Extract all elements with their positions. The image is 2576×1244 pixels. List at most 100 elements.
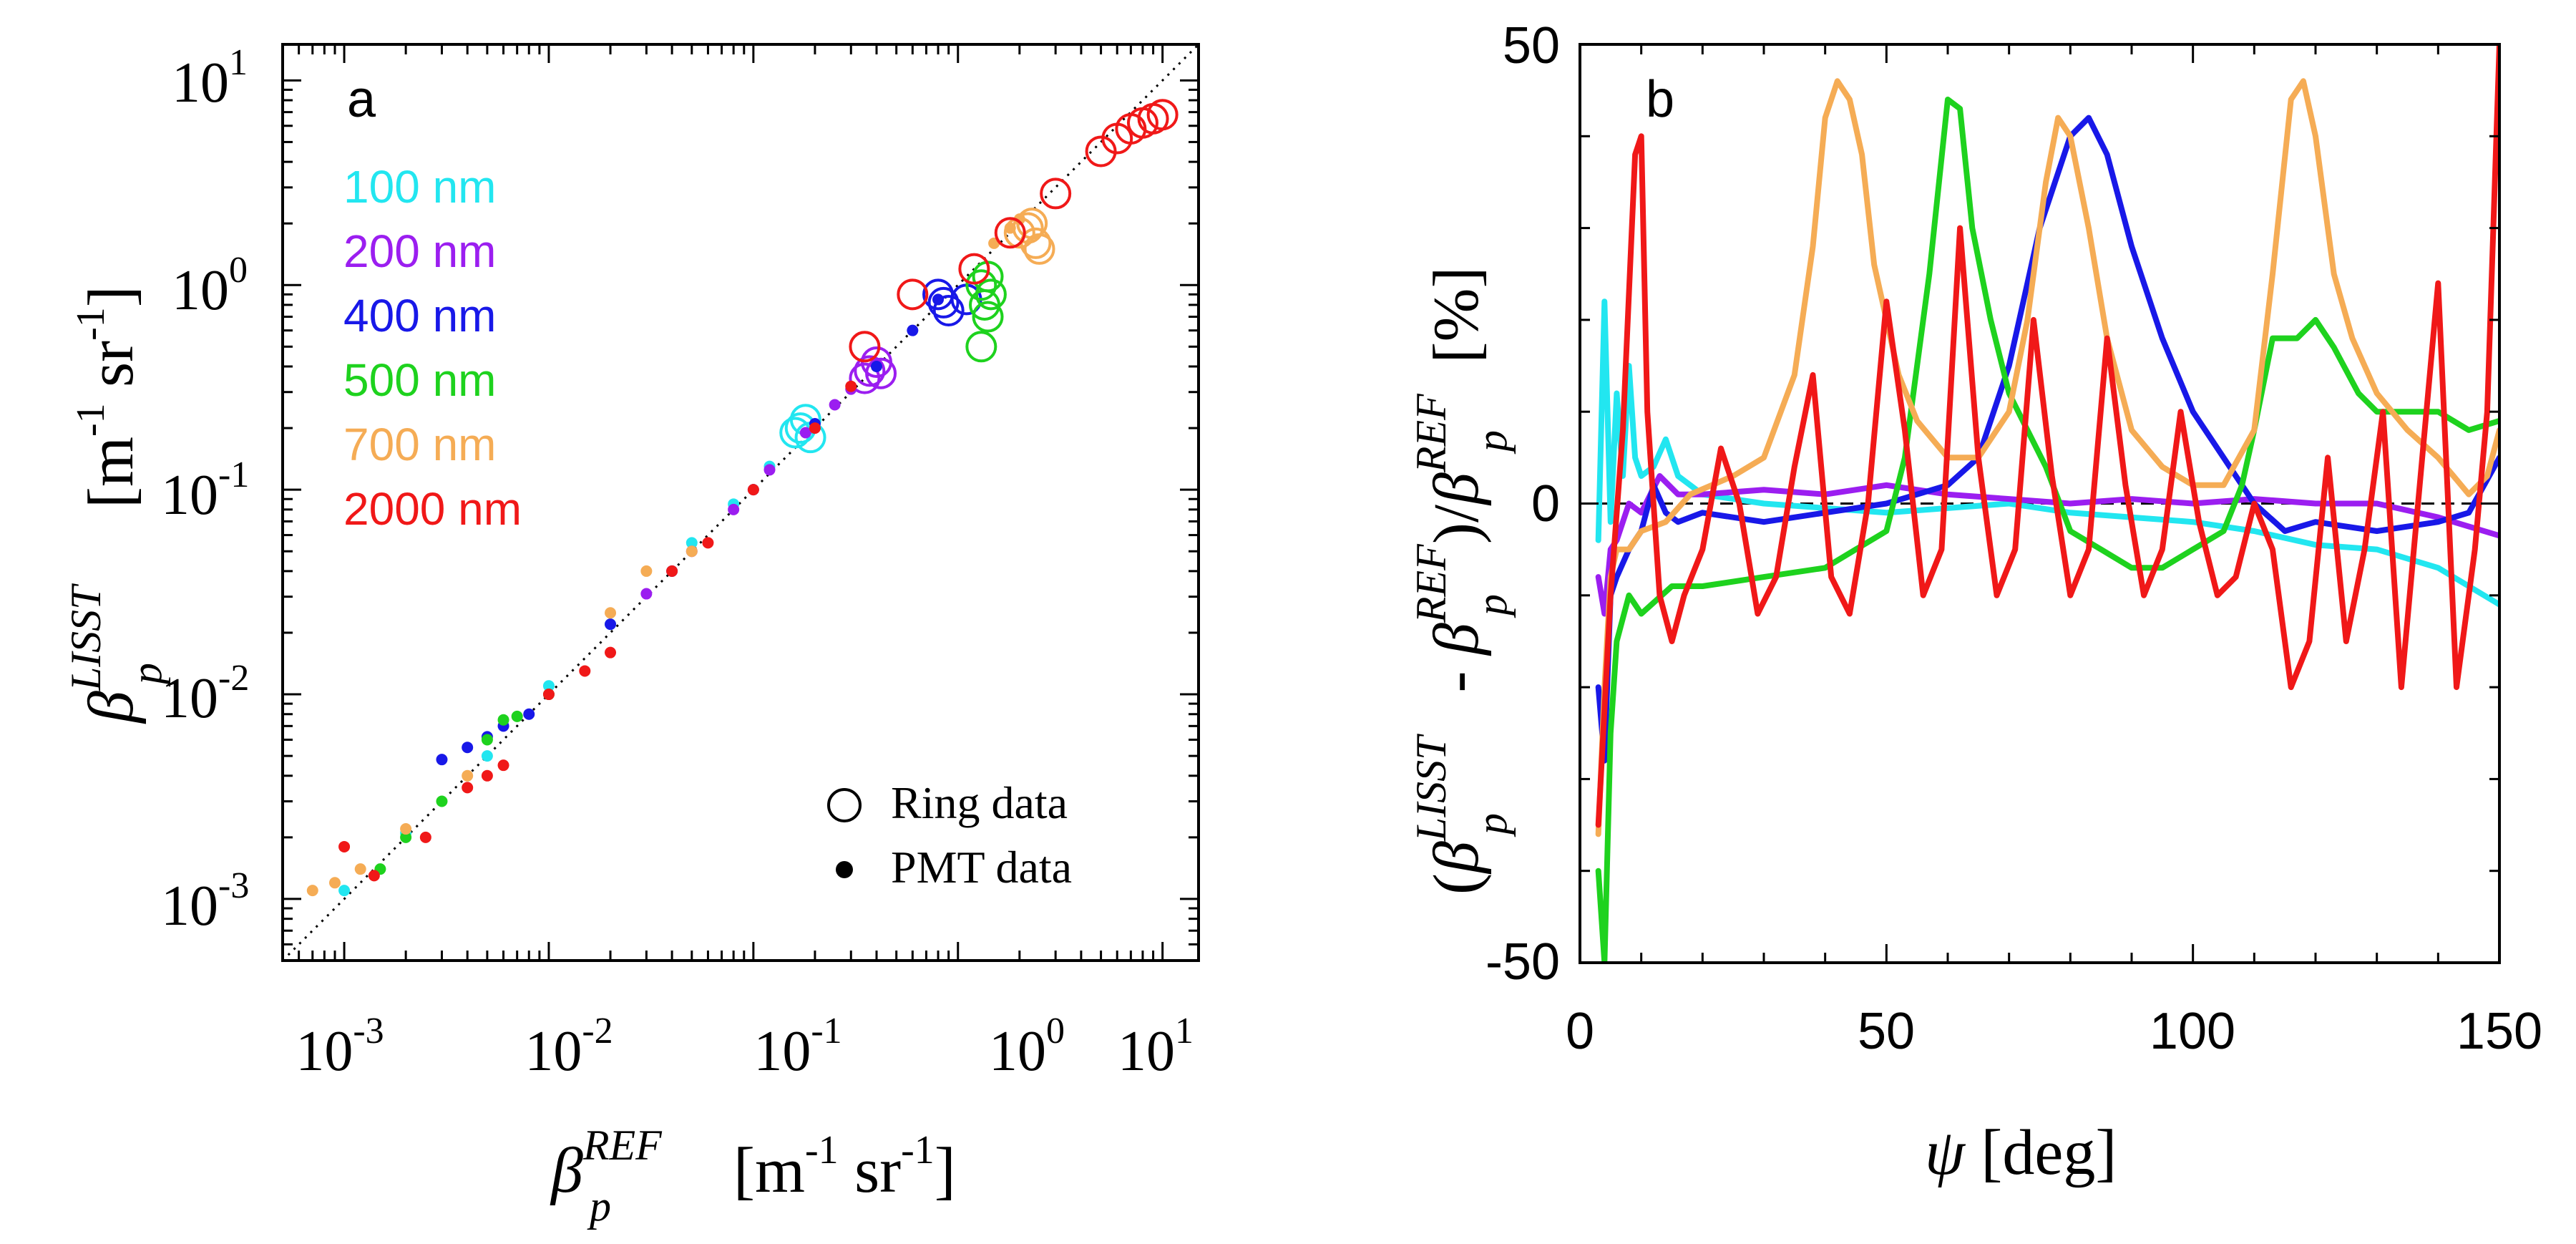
- pmt-point: [400, 823, 412, 835]
- x-tick-label: 150: [2457, 1003, 2542, 1060]
- pmt-point: [306, 885, 318, 897]
- ring-point: [1040, 178, 1072, 210]
- x-tick-label: 0: [1566, 1003, 1594, 1060]
- panel-a-y-axis-label: βLISST p[m-1 sr-1]: [62, 286, 170, 724]
- pmt-point: [462, 782, 474, 794]
- ring-point: [965, 269, 997, 301]
- pmt-point: [368, 870, 380, 882]
- y-tick-label: 10-1: [161, 455, 249, 527]
- panel-a-ticks: [281, 44, 1199, 962]
- ring-point: [965, 331, 997, 363]
- pmt-point: [907, 324, 919, 336]
- ring-point: [897, 278, 929, 311]
- y-tick-label: 50: [1503, 17, 1560, 74]
- x-tick-label: 10-2: [525, 1011, 613, 1083]
- pmt-point: [338, 885, 351, 897]
- pmt-point: [436, 795, 448, 807]
- line-500nm: [1595, 97, 2499, 963]
- pmt-point: [328, 877, 341, 889]
- ring-data-label: Ring data: [891, 777, 1068, 828]
- pmt-point: [640, 565, 653, 577]
- pmt-point: [686, 545, 698, 558]
- pmt-point: [605, 618, 617, 631]
- panel-a-label: a: [347, 71, 376, 128]
- pmt-data-label: PMT data: [891, 842, 1072, 893]
- pmt-point: [497, 759, 509, 772]
- series-700nm: [306, 208, 1055, 897]
- panel-b-y-axis-label: (βLISST p - βREF p)/βREF p [%]: [1407, 267, 1516, 895]
- pmt-point: [640, 588, 653, 600]
- y-tick-label: 101: [172, 42, 248, 115]
- ring-point: [854, 355, 886, 387]
- series-100nm: [338, 404, 826, 897]
- ring-point: [927, 286, 960, 319]
- pmt-point: [799, 427, 811, 439]
- pmt-marker-icon: [836, 861, 853, 878]
- panel-b-x-tick-labels: 0 50 100 150: [1566, 1003, 2542, 1060]
- pmt-point: [702, 537, 714, 549]
- series-2000nm: [338, 99, 1179, 882]
- x-tick-label: 50: [1858, 1003, 1915, 1060]
- panel-a-legend: 100 nm 200 nm 400 nm 500 nm 700 nm 2000 …: [343, 161, 522, 535]
- ring-point: [849, 362, 881, 394]
- pmt-point: [436, 754, 448, 766]
- panel-b-lines: [1595, 44, 2499, 963]
- pmt-point: [686, 537, 698, 549]
- one-to-one-line: [283, 44, 1199, 961]
- pmt-point: [763, 464, 776, 476]
- x-tick-label: 100: [2150, 1003, 2235, 1060]
- pmt-point: [542, 689, 555, 701]
- ring-point: [865, 357, 897, 389]
- line-400nm: [1595, 115, 2499, 764]
- ring-marker-icon: [827, 788, 862, 822]
- pmt-point: [542, 680, 555, 692]
- panel-a-y-tick-labels: 10-3 10-2 10-1 100 101: [161, 42, 249, 938]
- panel-a-frame: [281, 43, 1200, 962]
- pmt-point: [747, 484, 759, 496]
- ring-point: [1146, 99, 1179, 131]
- legend-200nm: 200 nm: [343, 225, 496, 277]
- legend-700nm: 700 nm: [343, 419, 496, 470]
- panel-a: a 100 nm 200 nm 400 nm 500 nm 700 nm 200…: [62, 42, 1200, 1230]
- x-tick-label: 100: [989, 1011, 1065, 1083]
- panel-b-ticks: [1579, 43, 2501, 964]
- legend-100nm: 100 nm: [343, 161, 496, 213]
- legend-2000nm: 2000 nm: [343, 483, 522, 535]
- ring-point: [849, 331, 881, 363]
- panel-a-marks: [306, 99, 1179, 897]
- pmt-point: [809, 422, 821, 434]
- panel-b-y-tick-labels: 50 0 -50: [1485, 17, 1560, 991]
- pmt-point: [481, 750, 493, 762]
- pmt-point: [870, 361, 882, 373]
- x-tick-label: 10-3: [296, 1011, 384, 1083]
- legend-400nm: 400 nm: [343, 290, 496, 341]
- line-100nm: [1595, 298, 2499, 608]
- y-tick-label: 100: [172, 250, 248, 322]
- x-tick-label: 10-1: [753, 1011, 841, 1083]
- pmt-point: [481, 769, 493, 782]
- panel-b-label: b: [1646, 71, 1674, 128]
- ring-point: [1016, 208, 1048, 240]
- y-tick-label: 10-3: [161, 865, 249, 938]
- pmt-point: [605, 607, 617, 619]
- pmt-point: [829, 399, 841, 411]
- x-tick-label: 101: [1118, 1011, 1194, 1083]
- y-tick-label: -50: [1485, 933, 1560, 991]
- line-700nm: [1595, 78, 2499, 837]
- y-tick-label: 10-2: [161, 658, 249, 730]
- pmt-point: [511, 710, 523, 722]
- pmt-point: [462, 742, 474, 754]
- line-200nm: [1595, 473, 2499, 617]
- pmt-point: [354, 863, 366, 875]
- ring-point: [932, 294, 965, 326]
- pmt-point: [400, 831, 412, 843]
- legend-500nm: 500 nm: [343, 354, 496, 406]
- pmt-point: [419, 831, 431, 843]
- pmt-point: [728, 503, 740, 515]
- pmt-point: [462, 769, 474, 782]
- panel-b: b 50 0 -50 0 50 100 150 ψ [deg] (βLISST p…: [1407, 17, 2542, 1188]
- pmt-point: [523, 708, 535, 720]
- ring-point: [958, 253, 990, 285]
- ring-point: [994, 217, 1026, 249]
- pmt-point: [338, 840, 351, 852]
